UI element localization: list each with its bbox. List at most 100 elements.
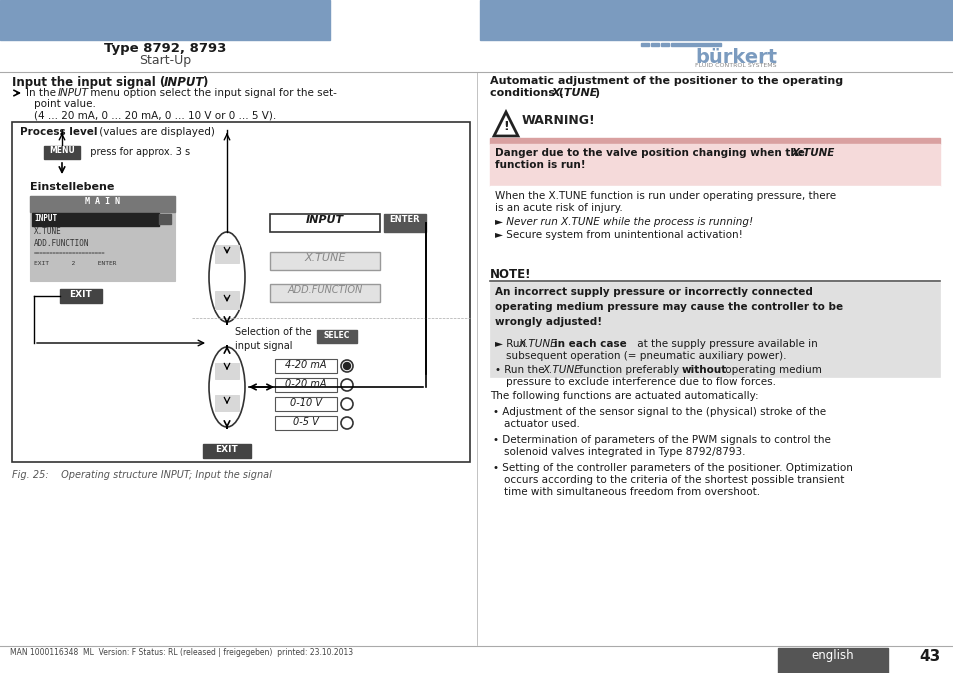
Text: ENTER: ENTER [389,215,420,224]
Text: operating medium: operating medium [721,365,821,375]
Text: When the X.TUNE function is run under operating pressure, there: When the X.TUNE function is run under op… [495,191,835,201]
Text: 43: 43 [919,649,940,664]
Text: 4-20 mA: 4-20 mA [285,360,327,370]
Text: at the supply pressure available in: at the supply pressure available in [634,339,817,349]
Bar [490,186,939,258]
Text: X.TUNE: X.TUNE [304,253,345,263]
Bar [270,252,379,270]
Text: ): ) [594,88,598,98]
Bar [60,289,102,303]
Text: INPUT: INPUT [164,76,204,89]
Text: 0-20 mA: 0-20 mA [285,379,327,389]
Text: without: without [681,365,726,375]
Bar [159,214,171,224]
Bar [274,416,336,430]
Text: • Adjustment of the sensor signal to the (physical) stroke of the: • Adjustment of the sensor signal to the… [493,407,825,417]
Text: X.TUNE: X.TUNE [517,339,556,349]
Text: conditions (: conditions ( [490,88,563,98]
Text: 0-10 V: 0-10 V [290,398,322,408]
Text: bürkert: bürkert [695,48,777,67]
Text: An incorrect supply pressure or incorrectly connected
operating medium pressure : An incorrect supply pressure or incorrec… [495,287,842,326]
Text: • Determination of parameters of the PWM signals to control the: • Determination of parameters of the PWM… [493,435,830,445]
Text: in each case: in each case [554,339,626,349]
Text: NOTE!: NOTE! [490,268,531,281]
Bar [214,395,239,411]
Bar [214,363,239,379]
Bar [274,397,336,411]
Text: occurs according to the criteria of the shortest possible transient: occurs according to the criteria of the … [503,475,843,485]
Text: (4 ... 20 mA, 0 ... 20 mA, 0 ... 10 V or 0 ... 5 V).: (4 ... 20 mA, 0 ... 20 mA, 0 ... 10 V or… [34,110,276,120]
Text: INPUT: INPUT [34,214,57,223]
Text: X.TUNE: X.TUNE [552,88,598,98]
Text: Type 8792, 8793: Type 8792, 8793 [104,42,226,55]
Text: time with simultaneous freedom from overshoot.: time with simultaneous freedom from over… [503,487,760,497]
Text: • Run the: • Run the [495,365,547,375]
Text: ► Run: ► Run [495,339,529,349]
Text: WARNING!: WARNING! [521,114,595,127]
Text: Einstellebene: Einstellebene [30,182,114,192]
Text: ): ) [202,76,207,89]
Text: Fig. 25:    Operating structure INPUT; Input the signal: Fig. 25: Operating structure INPUT; Inpu… [12,470,272,480]
Text: • Setting of the controller parameters of the positioner. Optimization: • Setting of the controller parameters o… [493,463,852,473]
Bar [778,648,887,673]
Bar [274,359,336,373]
Bar [270,284,379,302]
Text: is an acute risk of injury.: is an acute risk of injury. [495,203,622,213]
Text: Danger due to the valve position changing when the: Danger due to the valve position changin… [495,148,807,158]
Bar [490,144,939,186]
Text: X:TUNE: X:TUNE [791,148,835,158]
Circle shape [343,363,350,369]
Text: menu option select the input signal for the set-: menu option select the input signal for … [87,88,336,98]
Text: ► Secure system from unintentional activation!: ► Secure system from unintentional activ… [495,230,742,240]
Text: FLUID CONTROL SYSTEMS: FLUID CONTROL SYSTEMS [695,63,776,68]
Text: point value.: point value. [34,99,95,109]
Bar [30,196,174,281]
Bar [214,245,239,263]
Text: ADD.FUNCTION: ADD.FUNCTION [34,239,90,248]
Text: MAN 1000116348  ML  Version: F Status: RL (released | freigegeben)  printed: 23.: MAN 1000116348 ML Version: F Status: RL … [10,648,353,657]
Text: pressure to exclude interference due to flow forces.: pressure to exclude interference due to … [505,377,775,387]
Text: Start-Up: Start-Up [139,54,191,67]
Text: MENU: MENU [49,146,74,155]
Text: Automatic adjustment of the positioner to the operating: Automatic adjustment of the positioner t… [490,76,842,86]
Text: english: english [811,649,854,662]
Text: SELEC: SELEC [323,331,350,340]
Bar [214,291,239,309]
Text: function is run!: function is run! [495,160,585,170]
Text: (values are displayed): (values are displayed) [96,127,214,137]
Text: INPUT: INPUT [58,88,89,98]
Bar [32,213,159,226]
Bar [490,282,939,377]
Bar [274,378,336,392]
Text: EXIT: EXIT [70,290,92,299]
Bar [650,43,659,46]
Bar [660,43,668,46]
Text: 0-5 V: 0-5 V [293,417,318,427]
Bar [640,43,648,46]
Text: In the: In the [26,88,59,98]
Text: The following functions are actuated automatically:: The following functions are actuated aut… [490,391,758,401]
Text: ADD.FUNCTION: ADD.FUNCTION [287,285,362,295]
Text: function preferably: function preferably [576,365,681,375]
Text: !: ! [502,120,508,133]
Bar [479,0,953,40]
Bar [270,214,379,232]
Bar [12,122,470,462]
Text: subsequent operation (= pneumatic auxiliary power).: subsequent operation (= pneumatic auxili… [505,351,785,361]
Bar [316,330,356,343]
Text: X.TUNE: X.TUNE [34,227,62,236]
Bar [30,196,174,212]
Text: EXIT      2      ENTER: EXIT 2 ENTER [34,261,116,266]
Text: M A I N: M A I N [85,197,120,206]
Text: Input the input signal (: Input the input signal ( [12,76,165,89]
Bar [203,444,251,458]
Text: INPUT: INPUT [306,215,344,225]
Bar [44,146,80,159]
Text: Process level: Process level [20,127,97,137]
Text: ======================: ====================== [34,251,106,256]
Bar [490,138,939,144]
Text: X.TUNE: X.TUNE [541,365,580,375]
Bar [384,214,426,232]
Bar [0,0,330,40]
Text: solenoid valves integrated in Type 8792/8793.: solenoid valves integrated in Type 8792/… [503,447,744,457]
